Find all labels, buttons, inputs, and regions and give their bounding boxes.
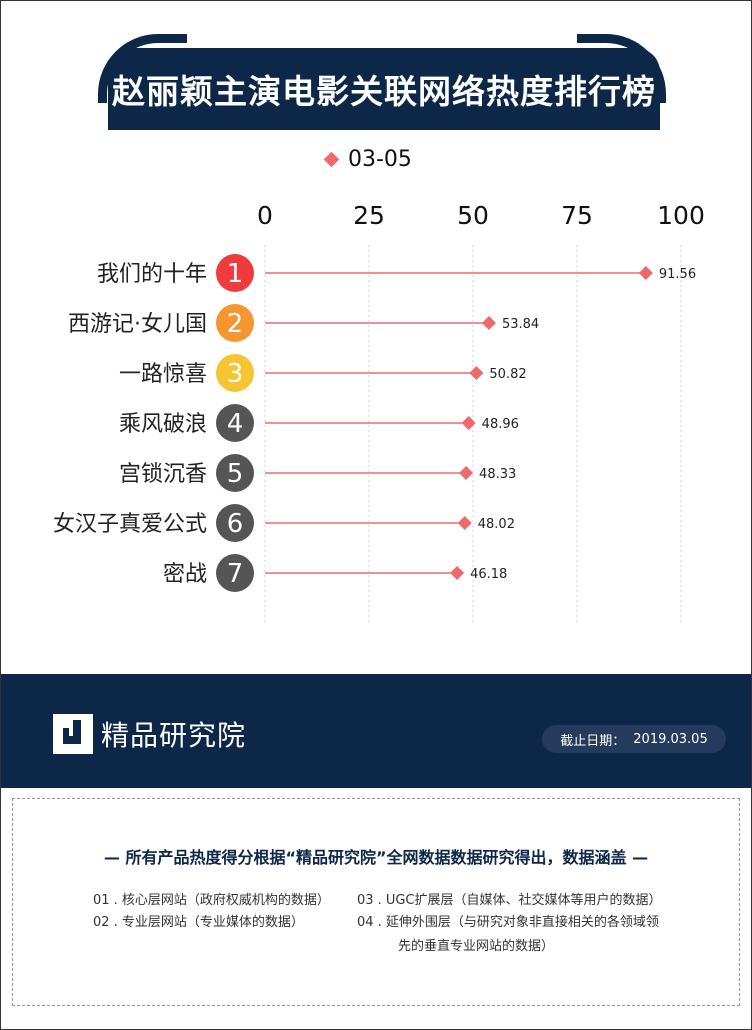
data-point — [469, 366, 484, 380]
footer-bar: 精品研究院 截止日期： 2019.03.05 — [1, 674, 751, 788]
legend: 03-05 — [323, 144, 412, 174]
title-banner: 赵丽颖主演电影关联网络热度排行榜 — [98, 34, 666, 130]
x-tick-label: 50 — [457, 201, 489, 230]
rank-badge — [216, 354, 254, 392]
rank-badge — [216, 254, 254, 292]
x-tick-label: 25 — [353, 201, 385, 230]
x-tick-label: 75 — [561, 201, 593, 230]
legend-diamond-icon — [323, 151, 340, 167]
notes-headline: — 所有产品热度得分根据“精品研究院”全网数据数据研究得出，数据涵盖 — — [103, 848, 649, 867]
title-arc-left — [98, 34, 187, 103]
note-item: 03 . UGC扩展层（自媒体、社交媒体等用户的数据） — [357, 893, 662, 908]
data-label: 48.96 — [482, 417, 519, 432]
rank-badge — [216, 554, 254, 592]
data-point — [638, 266, 653, 280]
note-item-continued: 先的垂直专业网站的数据） — [398, 939, 555, 954]
data-point — [481, 316, 496, 330]
date-badge: 截止日期： 2019.03.05 — [542, 725, 726, 753]
data-label: 91.56 — [659, 267, 696, 282]
notes-box: — 所有产品热度得分根据“精品研究院”全网数据数据研究得出，数据涵盖 — 01 … — [12, 798, 740, 1006]
data-point — [450, 566, 465, 580]
category-label: 一路惊喜 — [119, 362, 207, 387]
note-item: 04 . 延伸外围层（与研究对象非直接相关的各领域领 — [357, 915, 659, 930]
rank-number: 7 — [227, 559, 244, 589]
date-value: 2019.03.05 — [633, 731, 708, 747]
rank-badge — [216, 304, 254, 342]
data-label: 50.82 — [489, 367, 526, 382]
data-label: 53.84 — [502, 317, 539, 332]
note-item: 01 . 核心层网站（政府权威机构的数据） — [93, 893, 330, 908]
rank-number: 2 — [227, 309, 244, 339]
brand-name: 精品研究院 — [101, 719, 247, 752]
rank-number: 4 — [227, 409, 244, 439]
data-point — [457, 516, 472, 530]
brand: 精品研究院 — [53, 714, 246, 754]
x-tick-label: 0 — [257, 201, 273, 230]
title-box: 赵丽颖主演电影关联网络热度排行榜 — [108, 48, 660, 130]
brand-logo-icon — [53, 714, 93, 754]
category-label: 女汉子真爱公式 — [53, 512, 207, 537]
rank-number: 6 — [227, 509, 244, 539]
chart-title: 赵丽颖主演电影关联网络热度排行榜 — [112, 72, 656, 111]
rank-number: 3 — [227, 359, 244, 389]
data-label: 46.18 — [470, 567, 507, 582]
rank-number: 5 — [227, 459, 244, 489]
data-label: 48.33 — [479, 467, 516, 482]
rank-badge — [216, 454, 254, 492]
legend-label: 03-05 — [348, 146, 412, 172]
category-label: 密战 — [163, 562, 207, 587]
data-label: 48.02 — [478, 517, 515, 532]
category-label: 我们的十年 — [97, 262, 207, 287]
data-point — [461, 416, 476, 430]
date-label: 截止日期： — [560, 733, 626, 749]
rank-number: 1 — [227, 259, 244, 289]
data-point — [459, 466, 474, 480]
category-label: 西游记·女儿国 — [68, 312, 207, 337]
category-label: 宫锁沉香 — [119, 462, 207, 487]
rank-badge — [216, 404, 254, 442]
note-item: 02 . 专业层网站（专业媒体的数据） — [93, 915, 304, 930]
rank-badge — [216, 504, 254, 542]
x-tick-label: 100 — [657, 201, 705, 230]
category-label: 乘风破浪 — [119, 412, 207, 437]
